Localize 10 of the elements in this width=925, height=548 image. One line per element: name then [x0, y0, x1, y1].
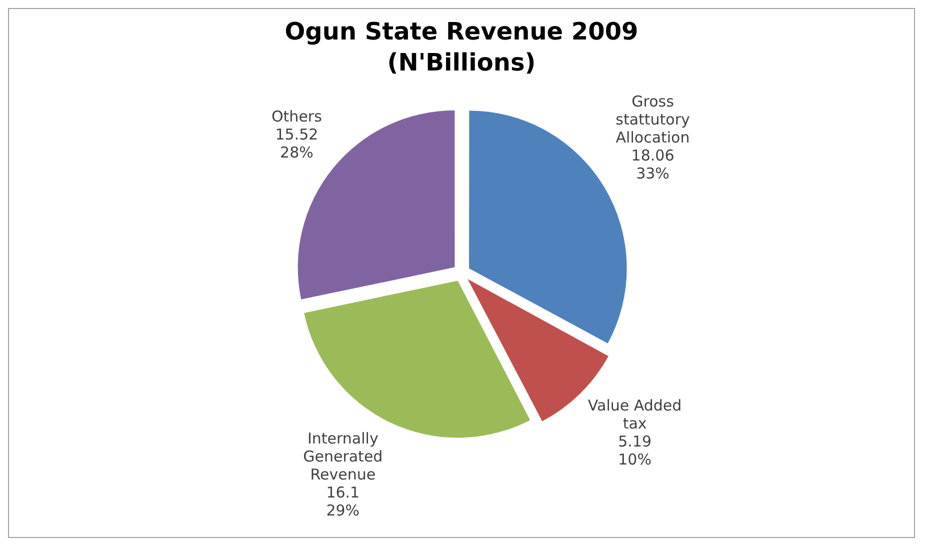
data-label: 15.52 28% — [275, 126, 318, 162]
slice-label: Value Added tax — [588, 396, 682, 432]
data-label: 16.1 29% — [326, 484, 360, 520]
slice-label: Gross stattutory Allocation — [616, 92, 690, 146]
chart-subtitle: (N'Billions) — [387, 48, 536, 76]
chart-title: Ogun State Revenue 2009 — [284, 18, 638, 46]
slice-label: Internally Generated Revenue — [303, 430, 383, 484]
data-label: 5.19 10% — [618, 432, 652, 468]
data-label: 18.06 33% — [631, 146, 674, 182]
slice-label: Others — [271, 108, 322, 126]
